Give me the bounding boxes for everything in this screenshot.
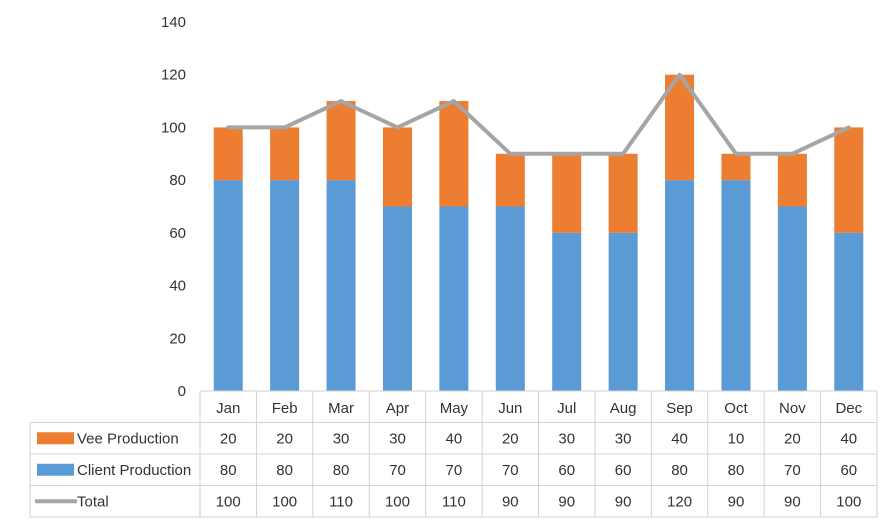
bar-vee-production <box>777 153 807 207</box>
table-cell: 80 <box>276 462 293 479</box>
x-tick-label: Dec <box>835 400 862 417</box>
table-row-label: Client Production <box>77 462 191 479</box>
table-cell: 100 <box>836 493 861 510</box>
x-tick-label: Jul <box>557 400 576 417</box>
bar-vee-production <box>439 101 469 207</box>
bar-vee-production <box>495 153 525 207</box>
table-cell: 20 <box>502 430 519 447</box>
table-cell: 20 <box>220 430 237 447</box>
bars <box>213 74 864 391</box>
table-cell: 60 <box>840 462 857 479</box>
y-tick-label: 120 <box>161 67 186 84</box>
table-cell: 90 <box>558 493 575 510</box>
y-axis: 0 20 40 60 80 100 120 140 <box>161 14 186 400</box>
table-cell: 80 <box>671 462 688 479</box>
table-cell: 90 <box>502 493 519 510</box>
y-tick-label: 20 <box>169 330 186 347</box>
table-cell: 80 <box>333 462 350 479</box>
bar-client-production <box>834 232 864 391</box>
table-cell: 70 <box>446 462 463 479</box>
bar-client-production <box>552 232 582 391</box>
bar-vee-production <box>834 127 864 233</box>
bar-client-production <box>721 180 751 391</box>
bar-vee-production <box>665 74 695 181</box>
x-tick-label: Feb <box>272 400 298 417</box>
table-cell: 100 <box>385 493 410 510</box>
x-tick-label: Apr <box>386 400 409 417</box>
total-line <box>226 72 851 156</box>
x-tick-label: Jun <box>498 400 522 417</box>
bar-vee-production <box>382 127 412 207</box>
bar-vee-production <box>721 153 751 181</box>
table-cell: 10 <box>728 430 745 447</box>
y-tick-label: 140 <box>161 14 186 31</box>
bar-client-production <box>270 180 300 391</box>
table-cell: 40 <box>446 430 463 447</box>
y-tick-label: 0 <box>178 383 186 400</box>
x-tick-label: Sep <box>666 400 693 417</box>
table-cell: 30 <box>558 430 575 447</box>
y-tick-label: 60 <box>169 225 186 242</box>
legend-key-vee-production <box>37 432 74 445</box>
table-cell: 40 <box>840 430 857 447</box>
bar-vee-production <box>213 127 243 181</box>
table-cell: 30 <box>615 430 632 447</box>
x-tick-label: Jan <box>216 400 240 417</box>
y-tick-label: 40 <box>169 278 186 295</box>
table-cell: 60 <box>558 462 575 479</box>
table-cell: 70 <box>502 462 519 479</box>
table-cell: 110 <box>329 493 353 510</box>
table-cell: 90 <box>615 493 632 510</box>
table-cell: 90 <box>784 493 801 510</box>
x-tick-label: Oct <box>724 400 748 417</box>
bar-vee-production <box>608 153 638 233</box>
table-cell: 120 <box>667 493 692 510</box>
x-tick-label: Mar <box>328 400 354 417</box>
table-cell: 40 <box>671 430 688 447</box>
table-cell: 20 <box>276 430 293 447</box>
table-cell: 30 <box>333 430 350 447</box>
table-cell: 100 <box>216 493 241 510</box>
table-cell: 30 <box>389 430 406 447</box>
table-cell: 80 <box>220 462 237 479</box>
table-cell: 20 <box>784 430 801 447</box>
x-tick-label: May <box>440 400 469 417</box>
table-cell: 80 <box>728 462 745 479</box>
bar-vee-production <box>326 101 356 181</box>
table-cell: 70 <box>784 462 801 479</box>
x-tick-label: Nov <box>779 400 806 417</box>
data-table: Jan Feb Mar Apr May Jun Jul Aug Sep Oct Nov Dec Vee … <box>29 390 878 518</box>
x-tick-label: Aug <box>610 400 637 417</box>
table-cell: 70 <box>389 462 406 479</box>
bar-vee-production <box>552 153 582 233</box>
table-cell: 100 <box>272 493 297 510</box>
bar-client-production <box>326 180 356 391</box>
table-cell: 60 <box>615 462 632 479</box>
bar-client-production <box>439 206 469 391</box>
bar-client-production <box>665 180 695 391</box>
bar-vee-production <box>270 127 300 181</box>
total-series-line <box>226 72 851 156</box>
y-tick-label: 100 <box>161 119 186 136</box>
bar-client-production <box>382 206 412 391</box>
bar-client-production <box>608 232 638 391</box>
bar-client-production <box>213 180 243 391</box>
table-cell: 90 <box>728 493 745 510</box>
legend-key-client-production <box>37 463 74 476</box>
bar-client-production <box>495 206 525 391</box>
bar-client-production <box>777 206 807 391</box>
table-cell: 110 <box>442 493 466 510</box>
table-row-label: Total <box>77 493 109 510</box>
y-tick-label: 80 <box>169 172 186 189</box>
table-row-label: Vee Production <box>77 430 179 447</box>
